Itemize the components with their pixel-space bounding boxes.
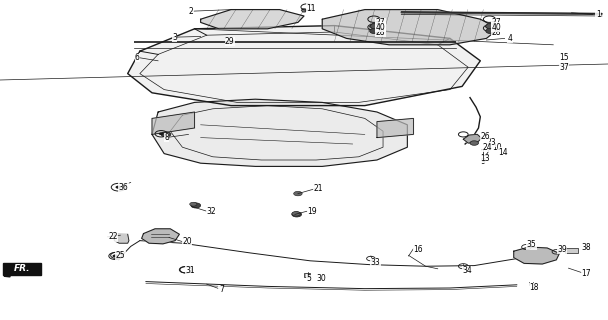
Circle shape bbox=[191, 203, 201, 208]
Circle shape bbox=[294, 191, 302, 196]
Text: 3: 3 bbox=[172, 33, 177, 42]
Text: 4: 4 bbox=[508, 34, 513, 43]
Polygon shape bbox=[128, 26, 480, 106]
Text: 40: 40 bbox=[376, 23, 385, 32]
Text: 36: 36 bbox=[119, 183, 128, 192]
Polygon shape bbox=[565, 248, 578, 253]
Polygon shape bbox=[514, 247, 559, 264]
Text: 14: 14 bbox=[499, 148, 508, 156]
Text: 27: 27 bbox=[376, 18, 385, 27]
Polygon shape bbox=[485, 24, 496, 29]
Circle shape bbox=[190, 202, 197, 206]
Polygon shape bbox=[302, 9, 306, 12]
Text: 19: 19 bbox=[307, 207, 317, 216]
Text: 27: 27 bbox=[491, 18, 501, 27]
Text: 17: 17 bbox=[581, 269, 591, 278]
Polygon shape bbox=[142, 229, 179, 244]
Text: 32: 32 bbox=[207, 207, 216, 216]
Polygon shape bbox=[401, 12, 602, 14]
Text: 5: 5 bbox=[306, 274, 311, 283]
Circle shape bbox=[292, 212, 302, 217]
Text: 28: 28 bbox=[376, 28, 385, 36]
Text: 22: 22 bbox=[108, 232, 118, 241]
Text: 2: 2 bbox=[188, 7, 193, 16]
Circle shape bbox=[161, 132, 171, 137]
Polygon shape bbox=[322, 10, 499, 45]
Text: 1: 1 bbox=[596, 10, 601, 19]
Circle shape bbox=[292, 212, 300, 216]
Text: 33: 33 bbox=[371, 258, 381, 267]
Text: 30: 30 bbox=[316, 274, 326, 283]
Polygon shape bbox=[304, 273, 310, 277]
Text: 15: 15 bbox=[559, 53, 569, 62]
Polygon shape bbox=[370, 24, 381, 29]
Text: 26: 26 bbox=[480, 132, 490, 140]
Text: 7: 7 bbox=[219, 285, 224, 294]
Polygon shape bbox=[152, 112, 195, 134]
Text: 12: 12 bbox=[480, 149, 490, 158]
Text: 20: 20 bbox=[182, 237, 192, 246]
Text: 8: 8 bbox=[164, 133, 169, 142]
Circle shape bbox=[116, 186, 122, 189]
Text: 18: 18 bbox=[529, 284, 539, 292]
Text: 28: 28 bbox=[491, 28, 501, 36]
Circle shape bbox=[159, 132, 164, 135]
Text: 6: 6 bbox=[135, 53, 140, 62]
Polygon shape bbox=[463, 134, 482, 143]
Text: 24: 24 bbox=[482, 143, 492, 152]
Text: 10: 10 bbox=[492, 143, 502, 152]
Text: 35: 35 bbox=[527, 240, 536, 249]
Text: 21: 21 bbox=[313, 184, 323, 193]
Text: 9: 9 bbox=[480, 157, 485, 166]
Circle shape bbox=[486, 28, 496, 34]
Text: 38: 38 bbox=[581, 244, 591, 252]
Text: 40: 40 bbox=[491, 23, 501, 32]
Text: FR.: FR. bbox=[13, 264, 30, 273]
Text: 34: 34 bbox=[462, 266, 472, 275]
Text: 25: 25 bbox=[116, 252, 125, 260]
Circle shape bbox=[470, 141, 478, 145]
Polygon shape bbox=[377, 118, 413, 138]
Text: 31: 31 bbox=[185, 266, 195, 275]
Text: 37: 37 bbox=[559, 63, 569, 72]
Text: 16: 16 bbox=[413, 245, 423, 254]
Polygon shape bbox=[201, 10, 304, 29]
Text: 23: 23 bbox=[486, 138, 496, 147]
Polygon shape bbox=[3, 263, 41, 275]
Circle shape bbox=[370, 28, 379, 34]
Text: 11: 11 bbox=[306, 4, 316, 12]
Text: 29: 29 bbox=[225, 37, 235, 46]
Polygon shape bbox=[152, 99, 407, 166]
Circle shape bbox=[112, 254, 119, 258]
Polygon shape bbox=[114, 234, 129, 243]
Text: 13: 13 bbox=[480, 154, 490, 163]
Text: 39: 39 bbox=[557, 245, 567, 254]
